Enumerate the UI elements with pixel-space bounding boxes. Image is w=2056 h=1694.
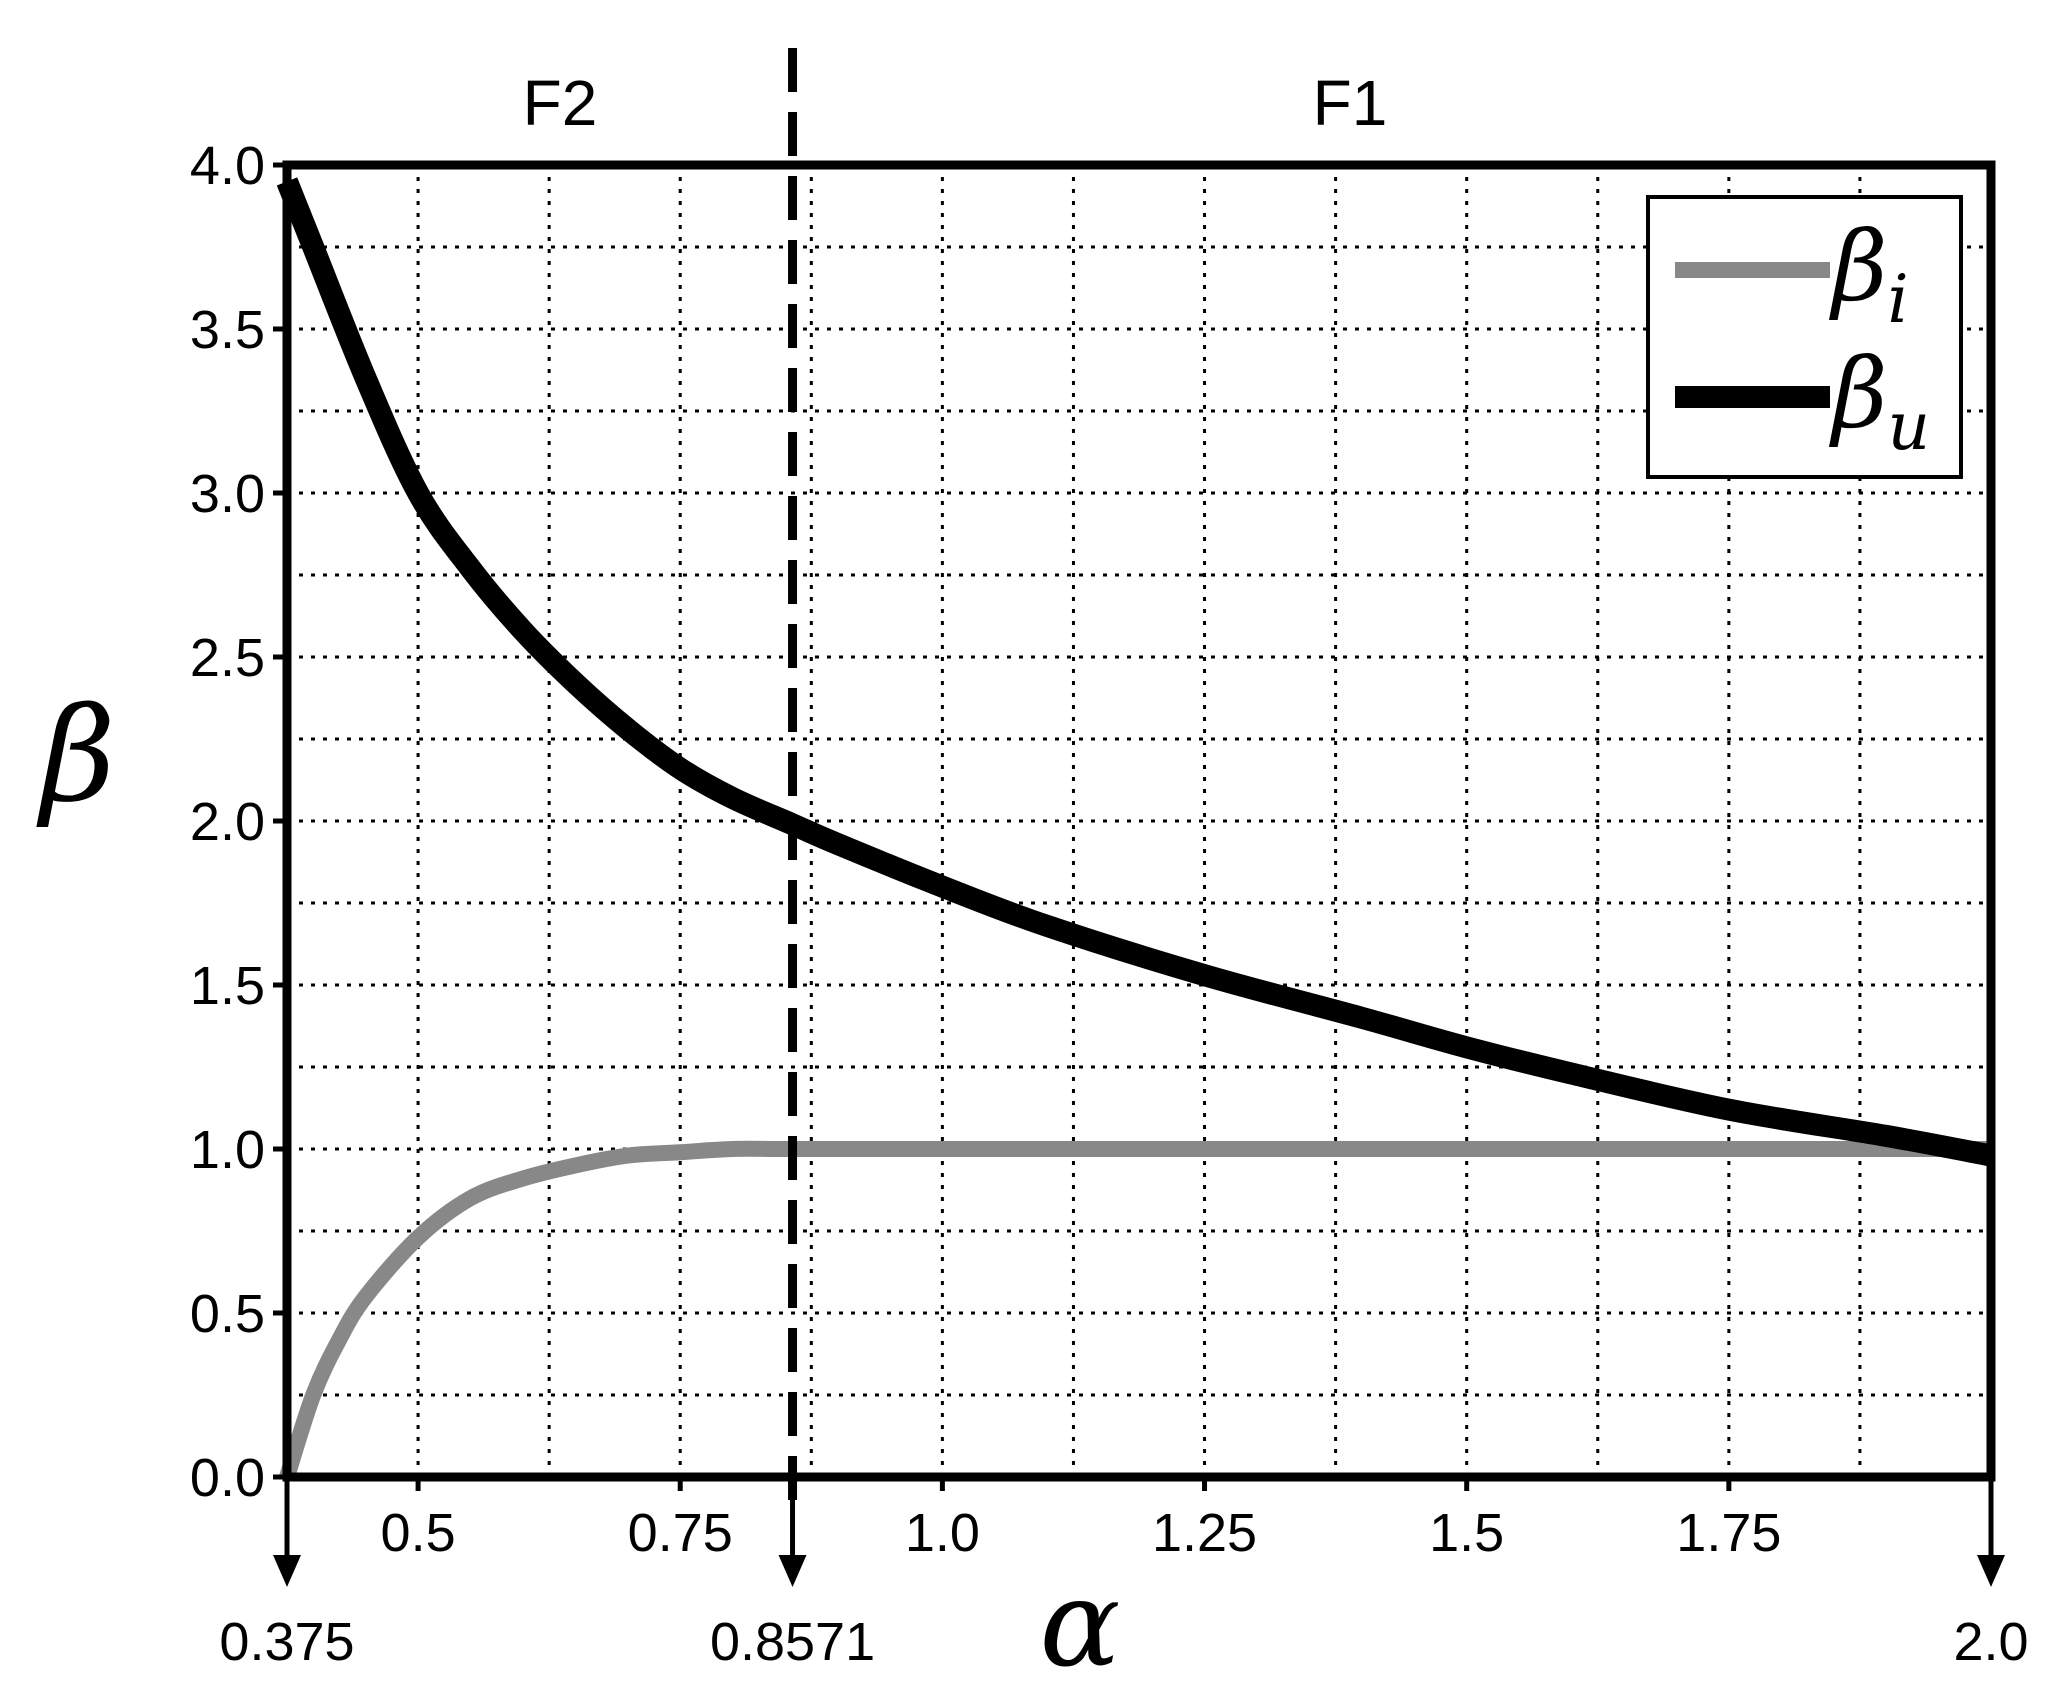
y-tick-label: 1.5: [190, 956, 265, 1016]
x-tick-label: 0.75: [628, 1503, 733, 1563]
y-tick-label: 0.5: [190, 1284, 265, 1344]
legend-label-beta-u: βu: [1829, 338, 1930, 465]
tick-labels: 0.0 0.5 1.0 1.5 2.0 2.5 3.0 3.5 4.0 0.5 0.75 1.0 1.2…: [190, 136, 2029, 1672]
x-marked-value: 0.375: [219, 1612, 354, 1672]
x-tick-label: 0.5: [381, 1503, 456, 1563]
legend: βi βu: [1646, 195, 1963, 479]
x-marked-value: 0.8571: [710, 1612, 875, 1672]
axis-ticks: [273, 162, 1994, 1491]
x-axis-title: α: [1039, 1555, 1120, 1694]
series-lines: [276, 177, 1994, 1480]
marker-arrow-head: [273, 1555, 301, 1587]
region-label-f2: F2: [523, 67, 598, 139]
x-tick-label: 1.5: [1429, 1503, 1504, 1563]
y-tick-label: 1.0: [190, 1120, 265, 1180]
marker-arrow-head: [778, 1555, 807, 1587]
y-tick-label: 0.0: [190, 1448, 265, 1508]
series-line-β-i: [279, 1140, 1991, 1480]
legend-label-beta-i: βi: [1829, 211, 1909, 338]
y-axis-title: β: [35, 679, 115, 831]
x-marked-value: 2.0: [1953, 1612, 2028, 1672]
y-tick-label: 4.0: [190, 136, 265, 196]
y-tick-label: 2.0: [190, 792, 265, 852]
x-tick-label: 1.75: [1676, 1503, 1781, 1563]
legend-box: [1646, 195, 1963, 479]
x-tick-label: 1.0: [905, 1503, 980, 1563]
y-tick-label: 2.5: [190, 628, 265, 688]
y-tick-label: 3.0: [190, 464, 265, 524]
marker-arrow-head: [1977, 1555, 2005, 1587]
series-line-β-u: [276, 177, 1994, 1167]
y-tick-label: 3.5: [190, 300, 265, 360]
region-label-f1: F1: [1313, 67, 1388, 139]
x-tick-label: 1.25: [1152, 1503, 1257, 1563]
